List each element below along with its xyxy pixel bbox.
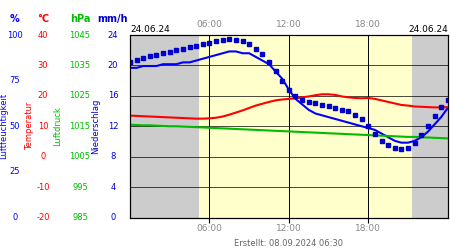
Text: Luftdruck: Luftdruck xyxy=(54,106,63,146)
Text: 1005: 1005 xyxy=(69,152,90,161)
Text: 24.06.24: 24.06.24 xyxy=(408,25,448,34)
Text: 4: 4 xyxy=(110,182,116,192)
Text: hPa: hPa xyxy=(70,14,90,24)
Text: mm/h: mm/h xyxy=(98,14,128,24)
Text: 30: 30 xyxy=(38,61,48,70)
Text: 100: 100 xyxy=(7,30,23,40)
Text: 1025: 1025 xyxy=(69,91,90,100)
Text: %: % xyxy=(10,14,20,24)
Text: 20: 20 xyxy=(38,91,48,100)
Text: °C: °C xyxy=(37,14,49,24)
Text: -10: -10 xyxy=(36,182,50,192)
Text: 10: 10 xyxy=(38,122,48,131)
Text: 50: 50 xyxy=(10,122,20,131)
Text: 12: 12 xyxy=(108,122,118,131)
Text: Erstellt: 08.09.2024 06:30: Erstellt: 08.09.2024 06:30 xyxy=(234,238,343,248)
Text: 20: 20 xyxy=(108,61,118,70)
Text: 40: 40 xyxy=(38,30,48,40)
Text: 995: 995 xyxy=(72,182,88,192)
Text: -20: -20 xyxy=(36,213,50,222)
Text: 8: 8 xyxy=(110,152,116,161)
Text: Luftfeuchtigkeit: Luftfeuchtigkeit xyxy=(0,93,9,159)
Text: 16: 16 xyxy=(108,91,118,100)
Text: Niederschlag: Niederschlag xyxy=(91,98,100,154)
Text: 75: 75 xyxy=(10,76,20,85)
Text: 0: 0 xyxy=(40,152,45,161)
Text: Temperatur: Temperatur xyxy=(26,102,35,150)
Text: 1015: 1015 xyxy=(69,122,90,131)
Text: 1035: 1035 xyxy=(69,61,90,70)
Bar xyxy=(199,35,412,218)
Text: 0: 0 xyxy=(13,213,18,222)
Text: 25: 25 xyxy=(10,168,20,176)
Text: 0: 0 xyxy=(110,213,116,222)
Text: 985: 985 xyxy=(72,213,88,222)
Text: 24: 24 xyxy=(108,30,118,40)
Text: 1045: 1045 xyxy=(69,30,90,40)
Text: 24.06.24: 24.06.24 xyxy=(130,25,170,34)
